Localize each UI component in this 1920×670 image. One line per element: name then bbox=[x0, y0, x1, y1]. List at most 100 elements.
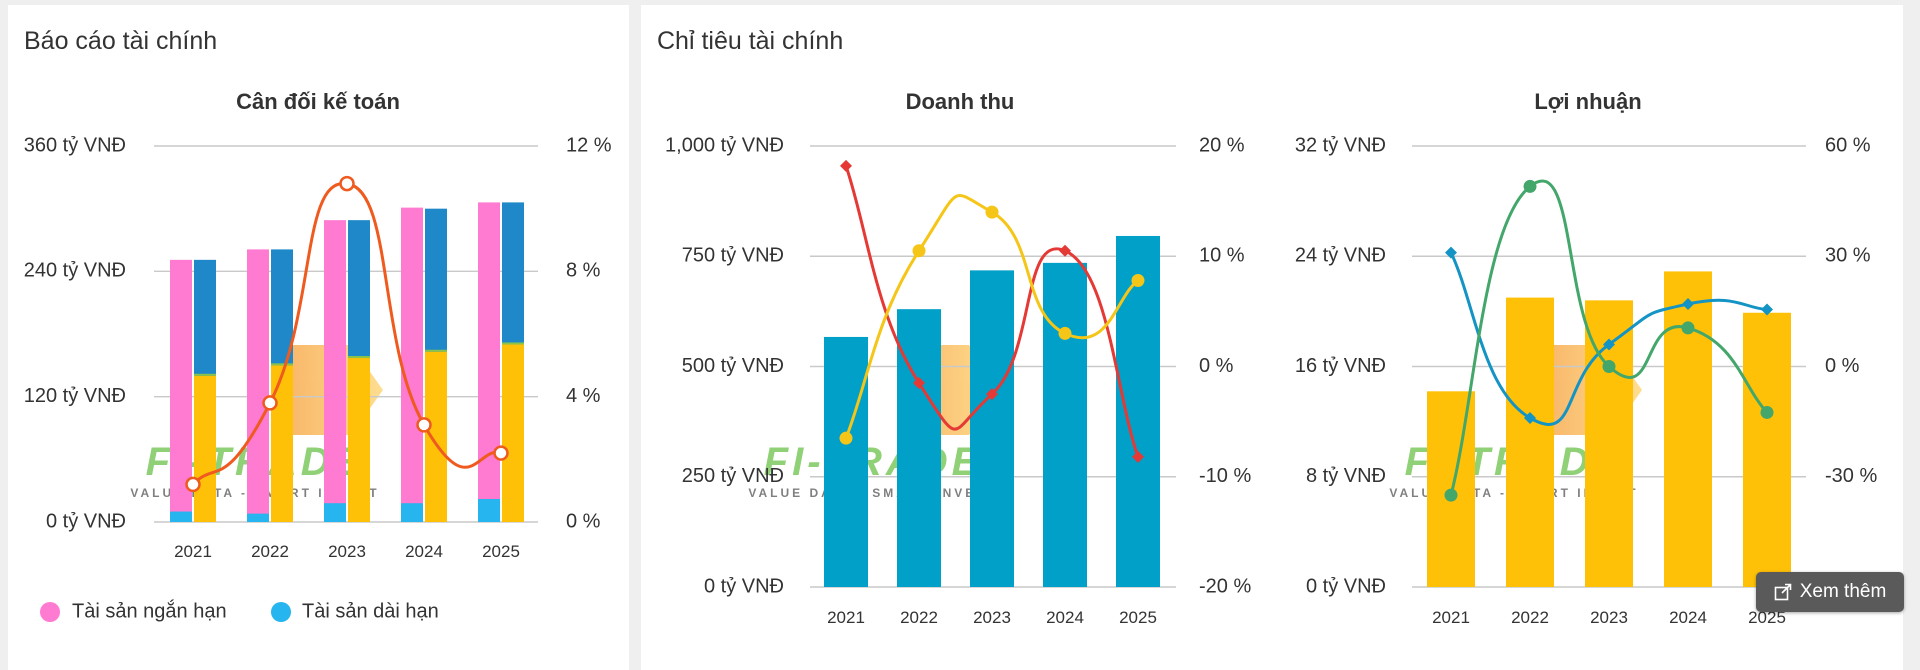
series-point bbox=[1681, 321, 1695, 335]
bar-capital-equity bbox=[194, 375, 216, 522]
y-axis-right-tick: -30 % bbox=[1825, 465, 1877, 487]
panel-title-financial-report: Báo cáo tài chính bbox=[24, 27, 218, 55]
y-axis-left-tick: 240 tỷ VNĐ bbox=[24, 260, 126, 282]
x-axis-tick: 2022 bbox=[1511, 608, 1549, 627]
y-axis-right-tick: 0 % bbox=[566, 510, 601, 532]
x-axis-tick: 2021 bbox=[827, 608, 865, 627]
series-point bbox=[339, 175, 355, 192]
y-axis-right-tick: 30 % bbox=[1825, 245, 1871, 267]
bar-long-assets bbox=[170, 511, 192, 522]
x-axis-tick: 2023 bbox=[328, 542, 366, 561]
series-point bbox=[185, 476, 201, 493]
y-axis-left-tick: 360 tỷ VNĐ bbox=[24, 134, 126, 156]
bar-long-assets bbox=[324, 503, 346, 522]
panel-title-financial-indicators: Chỉ tiêu tài chính bbox=[657, 27, 844, 55]
bar-long-assets bbox=[247, 513, 269, 522]
financial-report-panel: Báo cáo tài chính bbox=[8, 5, 629, 670]
bar-short-assets bbox=[324, 220, 346, 522]
y-axis-left-tick: 250 tỷ VNĐ bbox=[682, 465, 784, 487]
x-axis-tick: 2023 bbox=[1590, 608, 1628, 627]
series-line bbox=[1449, 251, 1768, 426]
bar-capital-separator bbox=[194, 373, 216, 376]
series-point bbox=[840, 159, 852, 172]
bar-short-assets bbox=[247, 249, 269, 522]
x-axis-tick: 2025 bbox=[1119, 608, 1157, 627]
y-axis-right-tick: 20 % bbox=[1199, 134, 1245, 156]
x-axis-tick: 2024 bbox=[1669, 608, 1707, 627]
y-axis-left-tick: 0 tỷ VNĐ bbox=[704, 575, 784, 597]
y-axis-left-tick: 0 tỷ VNĐ bbox=[1306, 575, 1386, 597]
x-axis-tick: 2022 bbox=[251, 542, 289, 561]
series-point bbox=[1602, 360, 1616, 373]
series-point bbox=[1059, 244, 1071, 257]
bar bbox=[897, 309, 941, 587]
y-axis-right-tick: 10 % bbox=[1199, 245, 1245, 267]
y-axis-left-tick: 8 tỷ VNĐ bbox=[1306, 465, 1386, 487]
series-point bbox=[416, 417, 432, 433]
view-more-button[interactable]: Xem thêm bbox=[1756, 572, 1904, 612]
x-axis-tick: 2021 bbox=[1432, 608, 1470, 627]
series-point bbox=[1131, 274, 1145, 288]
y-axis-right-tick: 8 % bbox=[566, 260, 601, 282]
legend-label-short-assets: Tài sản ngắn hạn bbox=[72, 599, 227, 622]
y-axis-left-tick: 500 tỷ VNĐ bbox=[682, 355, 784, 377]
chart-title: Lợi nhuận bbox=[1534, 89, 1641, 114]
bar-capital-equity bbox=[502, 344, 524, 522]
bar-capital-separator bbox=[348, 356, 370, 359]
bar bbox=[1116, 235, 1160, 588]
y-axis-left-tick: 1,000 tỷ VNĐ bbox=[665, 134, 784, 156]
x-axis-tick: 2024 bbox=[1046, 608, 1084, 627]
series-point bbox=[986, 388, 998, 401]
bar-capital-equity bbox=[271, 365, 293, 522]
y-axis-right-tick: 12 % bbox=[566, 134, 612, 156]
x-axis-tick: 2023 bbox=[973, 608, 1011, 627]
bar bbox=[970, 270, 1014, 587]
series-line bbox=[844, 165, 1140, 458]
y-axis-left-tick: 0 tỷ VNĐ bbox=[46, 510, 126, 532]
y-axis-right-tick: -20 % bbox=[1199, 575, 1251, 597]
x-axis-tick: 2021 bbox=[174, 542, 212, 561]
bar-long-assets bbox=[401, 503, 423, 522]
series-point bbox=[1603, 338, 1615, 351]
bar-capital-equity bbox=[348, 358, 370, 522]
bar bbox=[1743, 312, 1791, 587]
series-point bbox=[985, 205, 999, 219]
bar-short-assets bbox=[478, 202, 500, 522]
y-axis-right-tick: 60 % bbox=[1825, 134, 1871, 156]
series-point bbox=[913, 377, 925, 390]
x-axis-tick: 2025 bbox=[1748, 608, 1786, 627]
bar bbox=[1506, 297, 1554, 587]
series-point bbox=[1761, 303, 1773, 316]
bar bbox=[1664, 271, 1712, 587]
series-point bbox=[912, 244, 926, 258]
watermark-tagline: VALUE DATA - SMART INVEST bbox=[748, 486, 997, 500]
series-point bbox=[493, 445, 509, 461]
series-point bbox=[1524, 411, 1536, 424]
x-axis-tick: 2024 bbox=[405, 542, 443, 561]
y-axis-left-tick: 32 tỷ VNĐ bbox=[1295, 134, 1386, 156]
x-axis-tick: 2025 bbox=[482, 542, 520, 561]
chart-title: Cân đối kế toán bbox=[236, 89, 400, 114]
bar-capital-separator bbox=[271, 363, 293, 366]
bar-long-assets bbox=[478, 499, 500, 522]
y-axis-left-tick: 750 tỷ VNĐ bbox=[682, 245, 784, 267]
series-point bbox=[1058, 326, 1072, 340]
bar bbox=[824, 336, 868, 587]
series-point bbox=[1682, 298, 1694, 311]
bar bbox=[1043, 262, 1087, 587]
y-axis-left-tick: 120 tỷ VNĐ bbox=[24, 385, 126, 407]
series-point bbox=[262, 395, 278, 411]
y-axis-left-tick: 16 tỷ VNĐ bbox=[1295, 355, 1386, 377]
y-axis-right-tick: 4 % bbox=[566, 385, 601, 407]
bar-capital-separator bbox=[425, 349, 447, 352]
series-point bbox=[839, 431, 853, 445]
bar-short-assets bbox=[401, 207, 423, 522]
bar-capital-separator bbox=[502, 342, 524, 345]
y-axis-right-tick: 0 % bbox=[1199, 355, 1234, 377]
y-axis-right-tick: 0 % bbox=[1825, 355, 1860, 377]
series-point bbox=[1445, 246, 1457, 259]
legend-label-long-assets: Tài sản dài hạn bbox=[302, 600, 439, 622]
legend-marker-short-assets bbox=[40, 602, 60, 622]
bar-short-assets bbox=[170, 259, 192, 522]
